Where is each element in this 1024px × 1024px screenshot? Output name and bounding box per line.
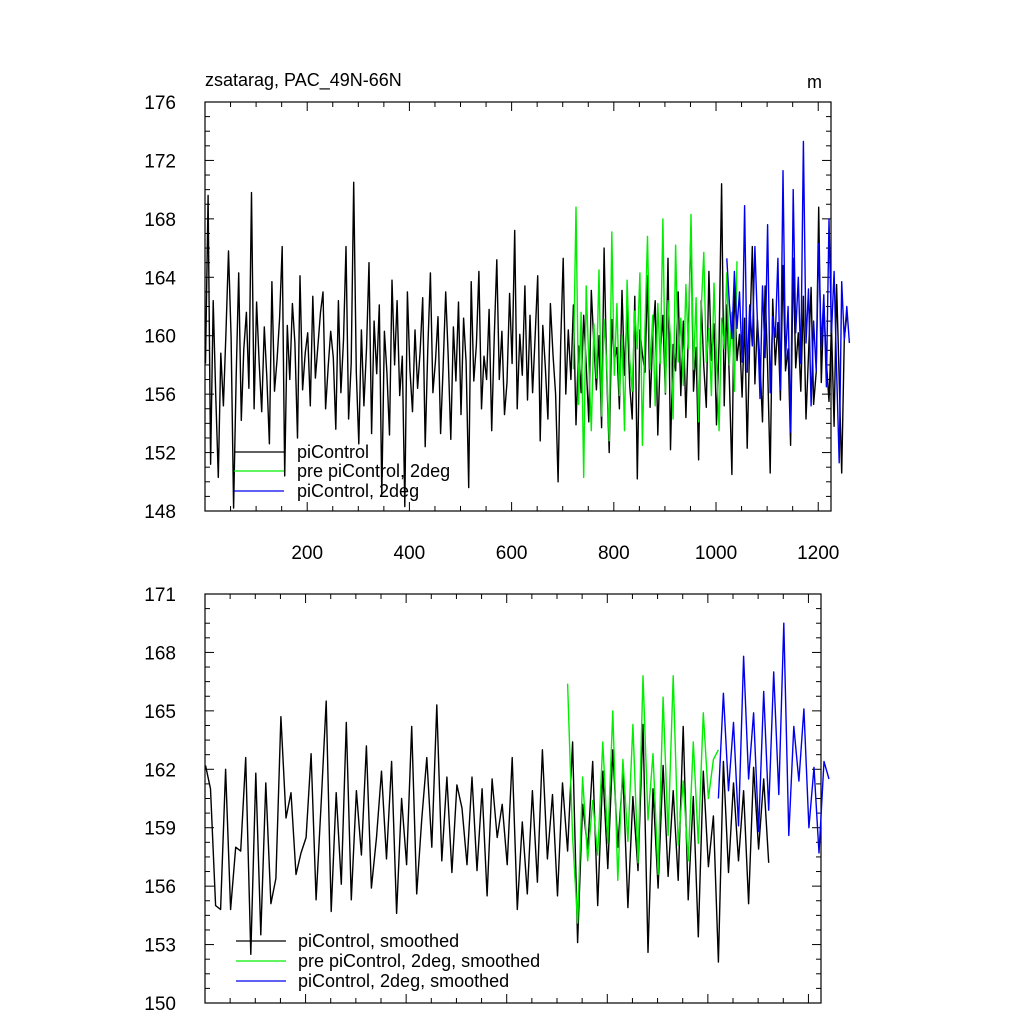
bottom-series-picontrol-2deg-smoothed [717,622,830,854]
legend-label-picontrol: piControl [297,442,369,462]
top-xtick-label: 600 [496,543,528,564]
bottom-legend: piControl, smoothed pre piControl, 2deg,… [236,931,540,991]
top-ytick-label: 160 [144,327,176,348]
bottom-ytick-label: 156 [144,877,176,898]
bottom-ytick-label: 162 [144,760,176,781]
top-series-group [204,140,851,509]
top-ytick-label: 176 [144,93,176,114]
legend-label-pre-picontrol-2deg-smoothed: pre piControl, 2deg, smoothed [298,951,540,971]
top-series-picontrol-2deg [726,140,851,464]
top-xtick-label: 200 [291,543,323,564]
top-ytick-label: 152 [144,444,176,465]
bottom-ytick-label: 150 [144,994,176,1015]
top-ytick-label: 164 [144,268,176,289]
top-panel: zsatarag, PAC_49N-66N m 1481521561601641… [144,70,851,564]
top-axes: 148 152 156 160 164 168 172 176 200 400 600 800 1000… [144,93,839,564]
top-xtick-label: 400 [394,543,426,564]
bottom-ytick-label: 165 [144,702,176,723]
legend-label-picontrol-2deg-smoothed: piControl, 2deg, smoothed [298,971,509,991]
bottom-series-pre-picontrol-2deg-smoothed [566,675,720,924]
top-xtick-label: 800 [598,543,630,564]
bottom-panel: 150 153 156 159 162 165 168 171 piControl, smoo… [144,585,830,1015]
bottom-ytick-label: 159 [144,819,176,840]
bottom-axes: 150 153 156 159 162 165 168 171 [144,585,821,1015]
top-ytick-label: 168 [144,210,176,231]
bottom-series-group [204,622,830,963]
units-label: m [807,72,822,92]
top-series-picontrol [204,181,848,509]
top-xtick-label: 1200 [797,543,839,564]
top-ytick-label: 148 [144,502,176,523]
bottom-ytick-label: 171 [144,585,176,606]
legend-label-picontrol-2deg: piControl, 2deg [297,481,419,501]
top-ytick-label: 172 [144,151,176,172]
top-ytick-label: 156 [144,385,176,406]
legend-label-picontrol-smoothed: piControl, smoothed [298,931,459,951]
chart-title: zsatarag, PAC_49N-66N [205,70,402,91]
top-xtick-label: 1000 [695,543,737,564]
bottom-ytick-label: 168 [144,643,176,664]
top-series-pre-picontrol-2deg [572,206,738,479]
legend-label-pre-picontrol-2deg: pre piControl, 2deg [297,461,450,481]
top-legend: piControl pre piControl, 2deg piControl,… [234,442,450,501]
bottom-series-picontrol-smoothed [204,700,770,963]
bottom-ytick-label: 153 [144,936,176,957]
